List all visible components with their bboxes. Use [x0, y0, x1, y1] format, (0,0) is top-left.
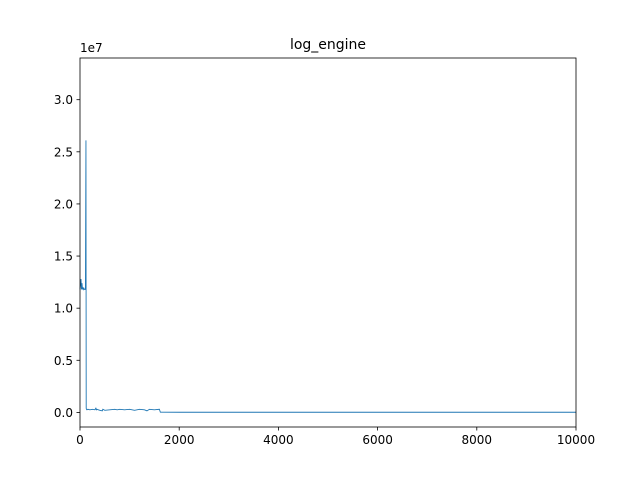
x-axis: 0 2000 4000 6000 8000 10000: [76, 427, 595, 447]
y-tick-label: 0.0: [54, 406, 73, 420]
y-tick-label: 1.0: [54, 302, 73, 316]
y-axis: 0.0 0.5 1.0 1.5 2.0 2.5 3.0: [54, 93, 80, 420]
x-tick-label: 2000: [164, 433, 195, 447]
y-offset-label: 1e7: [80, 41, 103, 55]
x-tick-label: 0: [76, 433, 84, 447]
y-tick-label: 3.0: [54, 93, 73, 107]
x-tick-label: 10000: [557, 433, 595, 447]
chart-title: log_engine: [290, 37, 366, 53]
plot-area: [79, 140, 576, 413]
y-tick-label: 2.0: [54, 197, 73, 211]
x-tick-label: 6000: [362, 433, 393, 447]
series-line-0: [79, 140, 576, 413]
y-tick-label: 2.5: [54, 145, 73, 159]
x-tick-label: 8000: [462, 433, 493, 447]
x-tick-label: 4000: [263, 433, 294, 447]
y-tick-label: 0.5: [54, 354, 73, 368]
y-tick-label: 1.5: [54, 250, 73, 264]
axes-frame: [79, 57, 577, 428]
